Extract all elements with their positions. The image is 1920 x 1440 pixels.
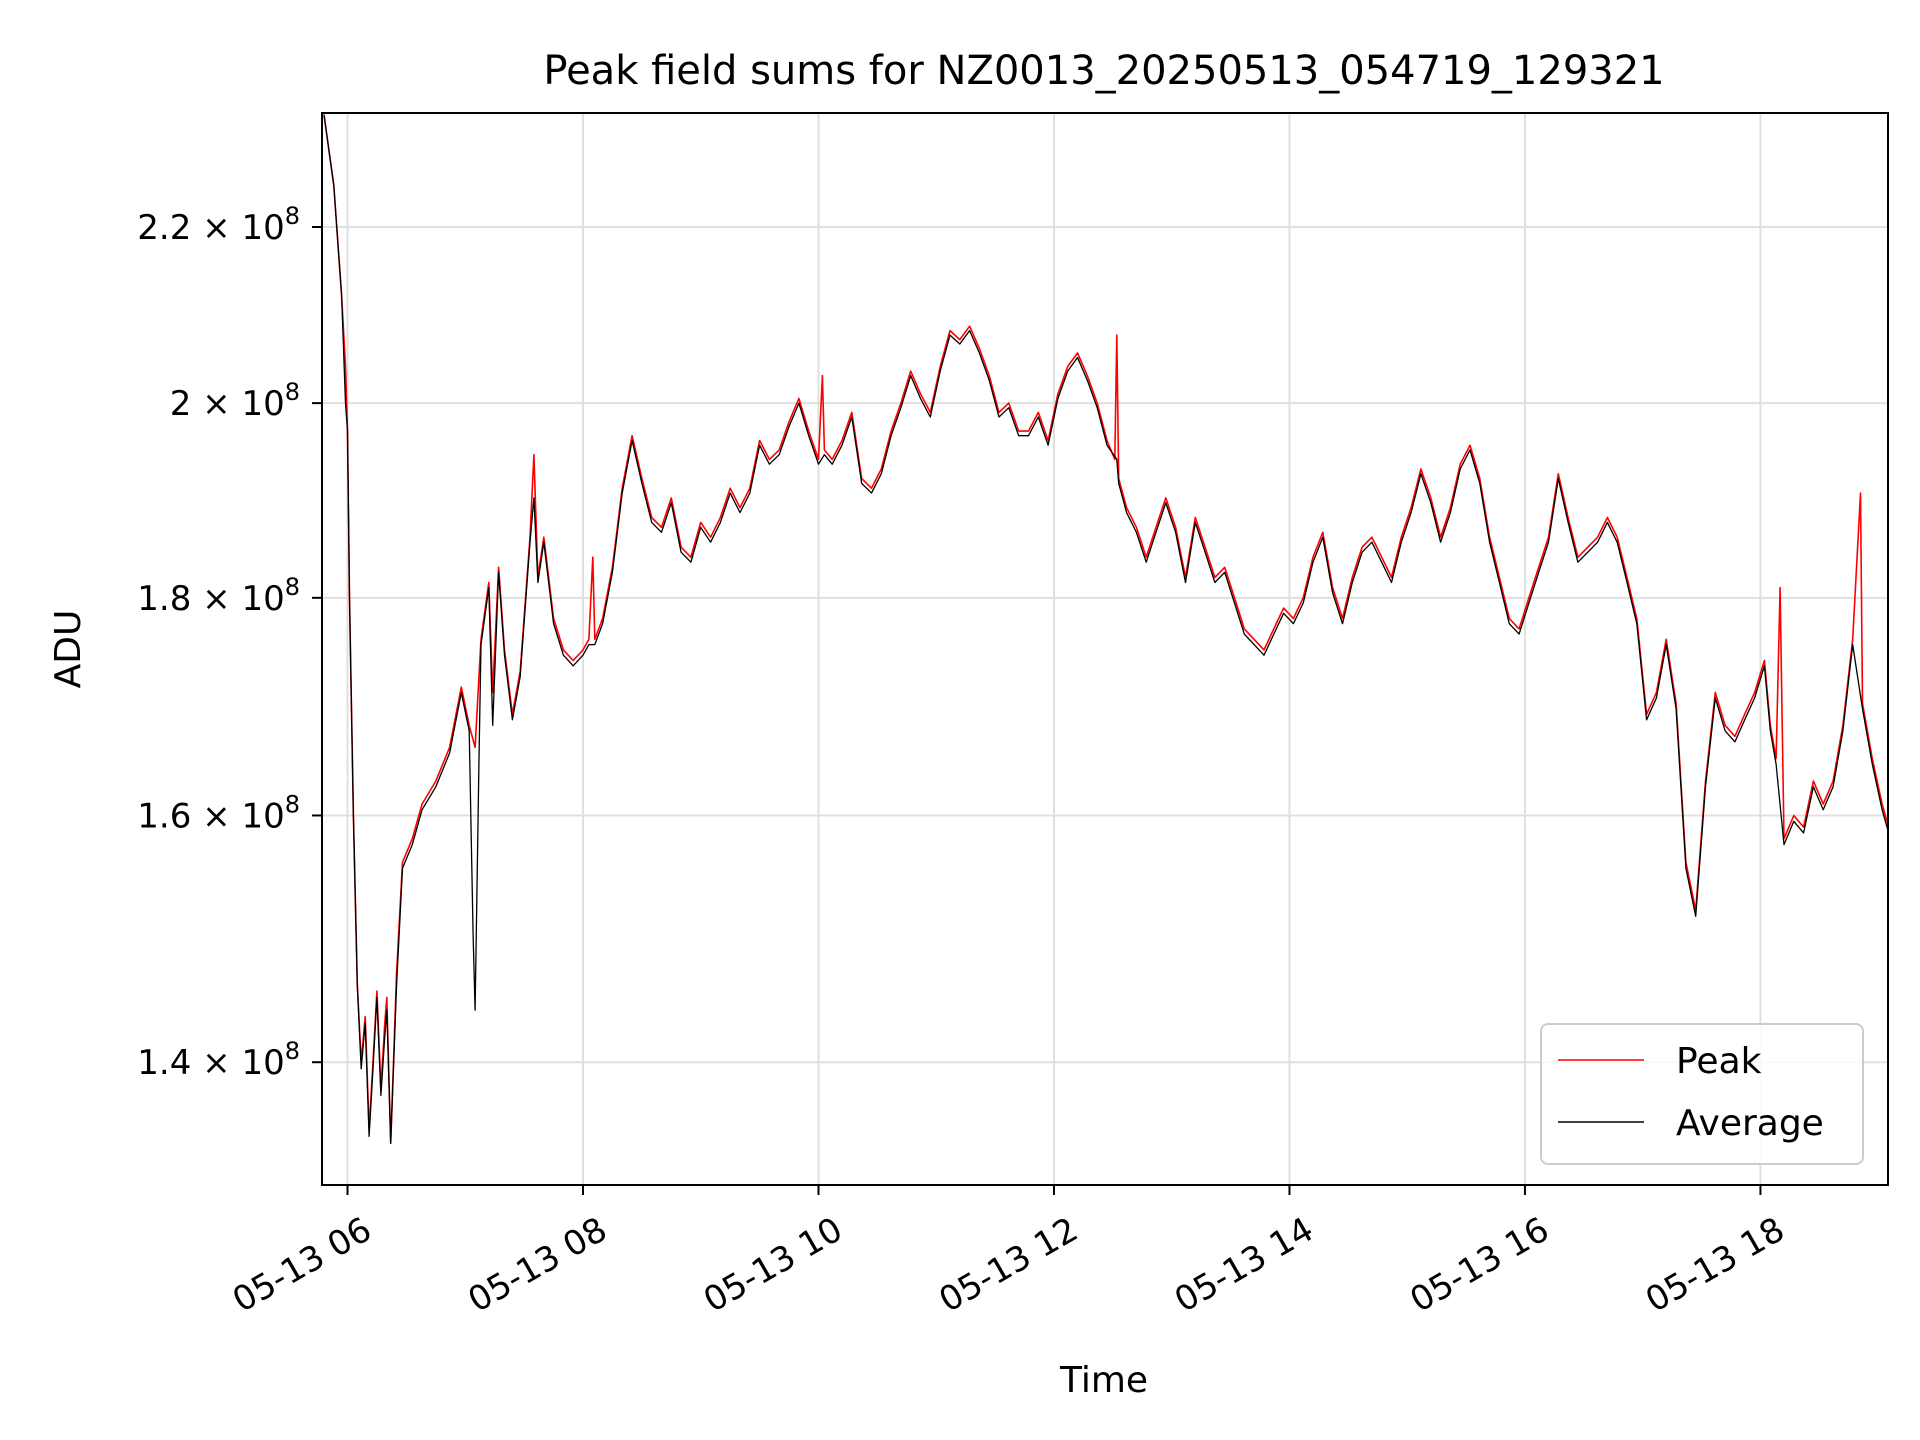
y-tick-label-2: 1.8 × 108 [137, 573, 300, 619]
y-tick-label-4: 2.2 × 108 [137, 202, 300, 248]
y-tick-label-0: 1.4 × 108 [137, 1037, 300, 1083]
y-tick-exponent-1: 8 [285, 790, 300, 818]
plot-frame [321, 112, 1889, 1186]
y-tick-label-1: 1.6 × 108 [137, 790, 300, 836]
y-tick-mantissa-0: 1.4 [137, 1043, 191, 1083]
y-tick-exponent-0: 8 [285, 1037, 300, 1065]
series-lines [323, 114, 1888, 1144]
y-tick-mantissa-2: 1.8 [137, 579, 191, 619]
y-tick-exponent-2: 8 [285, 573, 300, 601]
y-tick-mantissa-4: 2.2 [137, 208, 191, 248]
series-line-average [323, 114, 1888, 1144]
y-tick-exponent-3: 8 [285, 378, 300, 406]
legend-label-average: Average [1676, 1103, 1824, 1144]
legend-box [1540, 1023, 1864, 1165]
chart-title: Peak field sums for NZ0013_20250513_0547… [543, 48, 1664, 94]
y-tick-mantissa-3: 2 [170, 384, 192, 424]
y-tick-exponent-4: 8 [285, 202, 300, 230]
x-axis-label: Time [1059, 1360, 1148, 1401]
legend: Peak Average [1540, 1023, 1864, 1165]
y-axis-label: ADU [48, 610, 89, 689]
legend-label-peak: Peak [1676, 1041, 1762, 1082]
y-tick-label-3: 2 × 108 [170, 378, 300, 424]
y-tick-mantissa-1: 1.6 [137, 796, 191, 836]
